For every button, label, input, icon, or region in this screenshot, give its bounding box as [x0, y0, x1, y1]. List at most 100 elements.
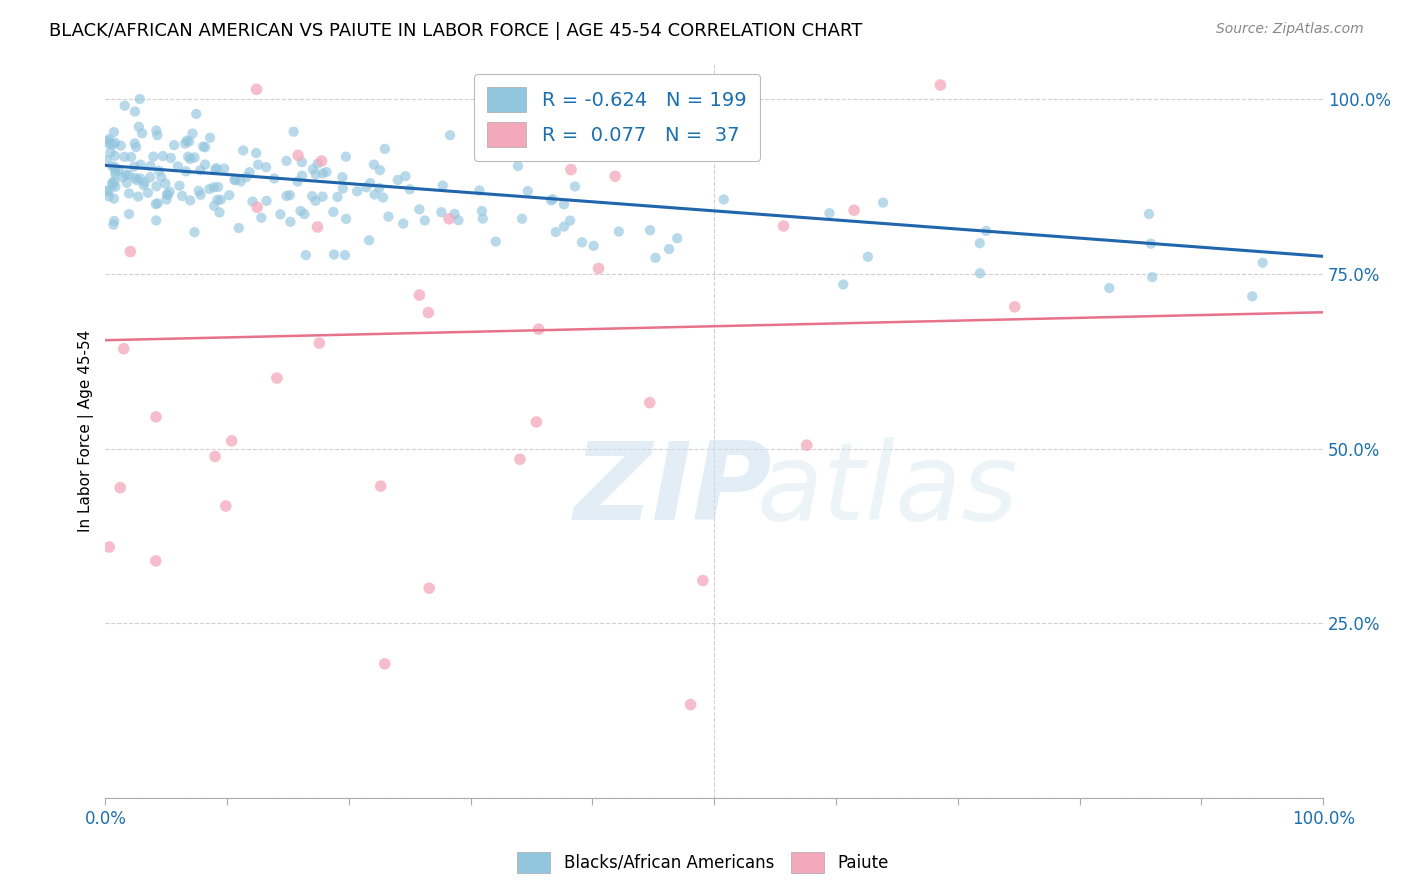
- Point: [108, 481, 131, 495]
- Point: [307, 219, 329, 234]
- Point: [335, 211, 357, 226]
- Point: [174, 136, 197, 151]
- Point: [156, 187, 179, 202]
- Point: [232, 144, 254, 158]
- Point: [263, 171, 285, 186]
- Point: [387, 173, 409, 187]
- Point: [187, 184, 209, 198]
- Text: Source: ZipAtlas.com: Source: ZipAtlas.com: [1216, 22, 1364, 37]
- Point: [796, 438, 818, 452]
- Point: [471, 203, 494, 218]
- Point: [177, 150, 200, 164]
- Point: [207, 193, 229, 207]
- Point: [842, 203, 865, 218]
- Point: [638, 223, 661, 237]
- Point: [308, 336, 330, 351]
- Point: [1241, 289, 1264, 303]
- Point: [553, 219, 575, 234]
- Point: [194, 140, 217, 154]
- Point: [447, 213, 470, 227]
- Point: [516, 184, 538, 198]
- Point: [172, 189, 194, 203]
- Point: [506, 159, 529, 173]
- Point: [582, 239, 605, 253]
- Text: BLACK/AFRICAN AMERICAN VS PAIUTE IN LABOR FORCE | AGE 45-54 CORRELATION CHART: BLACK/AFRICAN AMERICAN VS PAIUTE IN LABO…: [49, 22, 863, 40]
- Point: [101, 178, 124, 192]
- Point: [163, 138, 186, 153]
- Point: [247, 158, 270, 172]
- Point: [311, 189, 333, 203]
- Point: [205, 161, 228, 176]
- Point: [128, 92, 150, 106]
- Point: [607, 225, 630, 239]
- Point: [363, 187, 385, 202]
- Point: [374, 657, 396, 671]
- Point: [115, 176, 138, 190]
- Point: [214, 161, 236, 176]
- Point: [1098, 281, 1121, 295]
- Point: [120, 244, 142, 259]
- Point: [188, 163, 211, 178]
- Point: [103, 218, 125, 232]
- Point: [150, 170, 173, 185]
- Point: [302, 162, 325, 177]
- Point: [208, 205, 231, 219]
- Point: [202, 199, 225, 213]
- Text: atlas: atlas: [756, 437, 1019, 542]
- Point: [1251, 256, 1274, 270]
- Point: [392, 217, 415, 231]
- Point: [692, 574, 714, 588]
- Point: [104, 164, 127, 178]
- Point: [359, 176, 381, 190]
- Point: [152, 149, 174, 163]
- Text: ZIP: ZIP: [574, 437, 772, 543]
- Point: [177, 135, 200, 149]
- Point: [278, 188, 301, 202]
- Point: [146, 196, 169, 211]
- Point: [129, 171, 152, 186]
- Point: [145, 409, 167, 424]
- Point: [104, 167, 127, 181]
- Point: [399, 182, 422, 196]
- Point: [287, 148, 309, 162]
- Point: [118, 207, 141, 221]
- Point: [374, 142, 396, 156]
- Point: [291, 169, 314, 183]
- Point: [127, 189, 149, 203]
- Point: [124, 136, 146, 151]
- Point: [333, 248, 356, 262]
- Point: [169, 178, 191, 193]
- Point: [129, 158, 152, 172]
- Point: [256, 194, 278, 208]
- Point: [245, 82, 267, 96]
- Point: [146, 128, 169, 143]
- Point: [280, 215, 302, 229]
- Point: [485, 235, 508, 249]
- Point: [103, 192, 125, 206]
- Point: [132, 178, 155, 193]
- Point: [145, 123, 167, 137]
- Point: [218, 188, 240, 202]
- Point: [239, 165, 262, 179]
- Point: [125, 140, 148, 154]
- Point: [332, 181, 354, 195]
- Point: [142, 150, 165, 164]
- Point: [198, 182, 221, 196]
- Point: [418, 581, 440, 595]
- Point: [190, 187, 212, 202]
- Point: [468, 184, 491, 198]
- Point: [101, 159, 124, 173]
- Point: [974, 224, 997, 238]
- Point: [98, 136, 121, 151]
- Point: [969, 236, 991, 251]
- Point: [377, 210, 399, 224]
- Point: [139, 170, 162, 185]
- Point: [560, 162, 582, 177]
- Point: [131, 126, 153, 140]
- Point: [527, 322, 550, 336]
- Point: [215, 499, 238, 513]
- Point: [276, 189, 298, 203]
- Point: [183, 225, 205, 239]
- Point: [276, 153, 298, 168]
- Point: [354, 180, 377, 194]
